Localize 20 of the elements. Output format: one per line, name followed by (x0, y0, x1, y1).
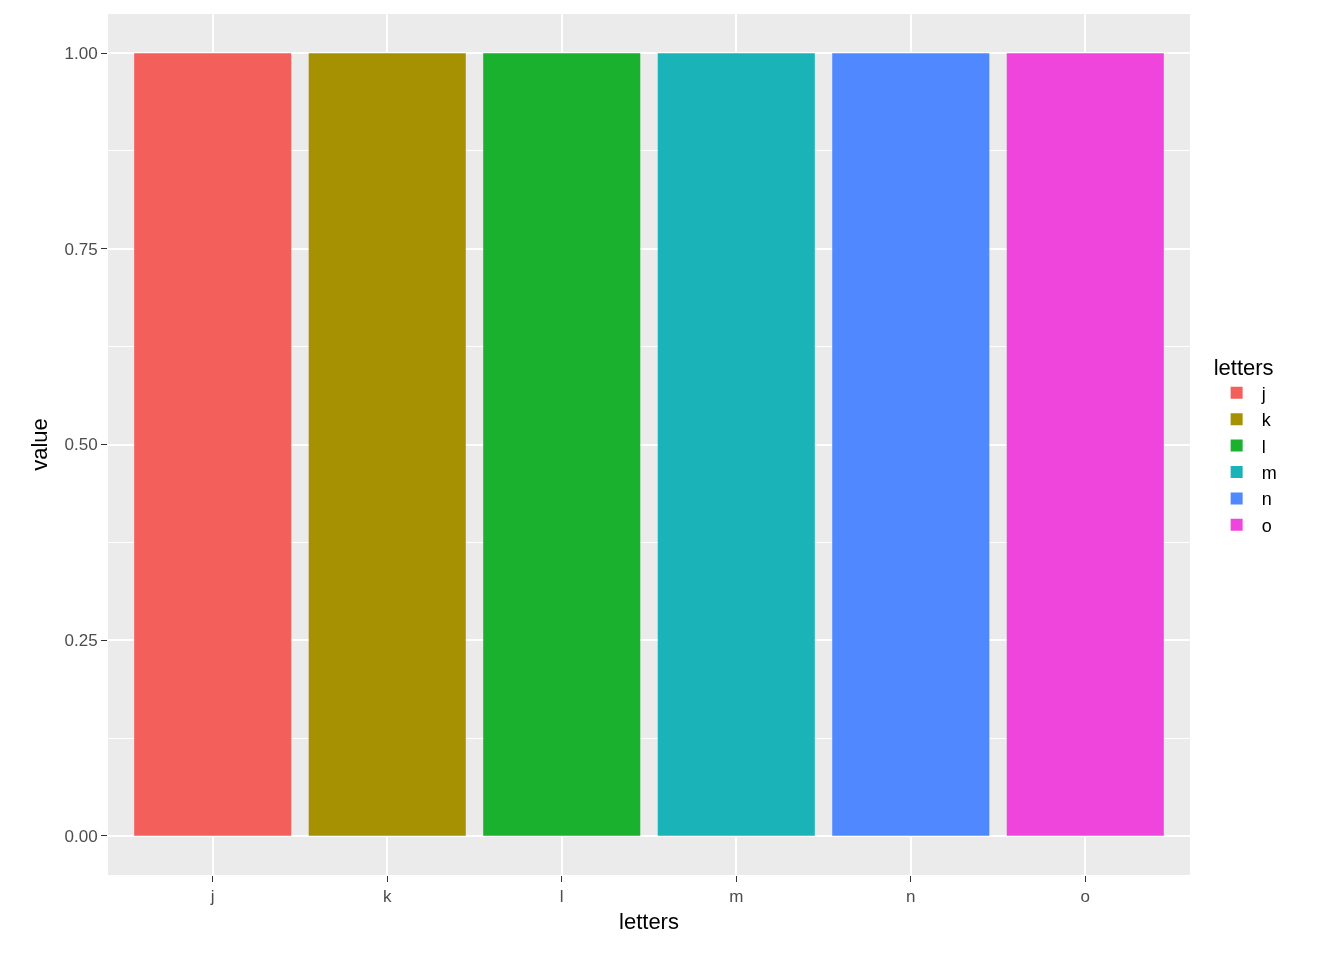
x-tick-label: m (729, 887, 744, 907)
x-tick-label: n (906, 887, 916, 907)
legend-label: o (1261, 515, 1272, 536)
y-tick-label: 0.75 (64, 239, 98, 259)
y-tick-label: 1.00 (64, 44, 98, 64)
legend-label: m (1261, 463, 1277, 484)
legend-label: k (1261, 410, 1272, 431)
y-tick-label: 0.00 (64, 826, 98, 846)
x-tick-label: j (209, 887, 215, 907)
y-tick-label: 0.50 (64, 435, 98, 455)
y-tick-label: 0.25 (64, 631, 98, 651)
y-axis-title: value (27, 418, 53, 471)
x-tick-label: l (559, 887, 564, 907)
legend-title: letters (1213, 354, 1274, 380)
x-tick-label: o (1080, 887, 1091, 907)
x-tick-label: k (382, 887, 392, 907)
legend-label: j (1260, 383, 1266, 404)
legend-label: l (1261, 436, 1266, 457)
x-axis-title: letters (619, 909, 679, 935)
legend-label: n (1261, 489, 1272, 510)
